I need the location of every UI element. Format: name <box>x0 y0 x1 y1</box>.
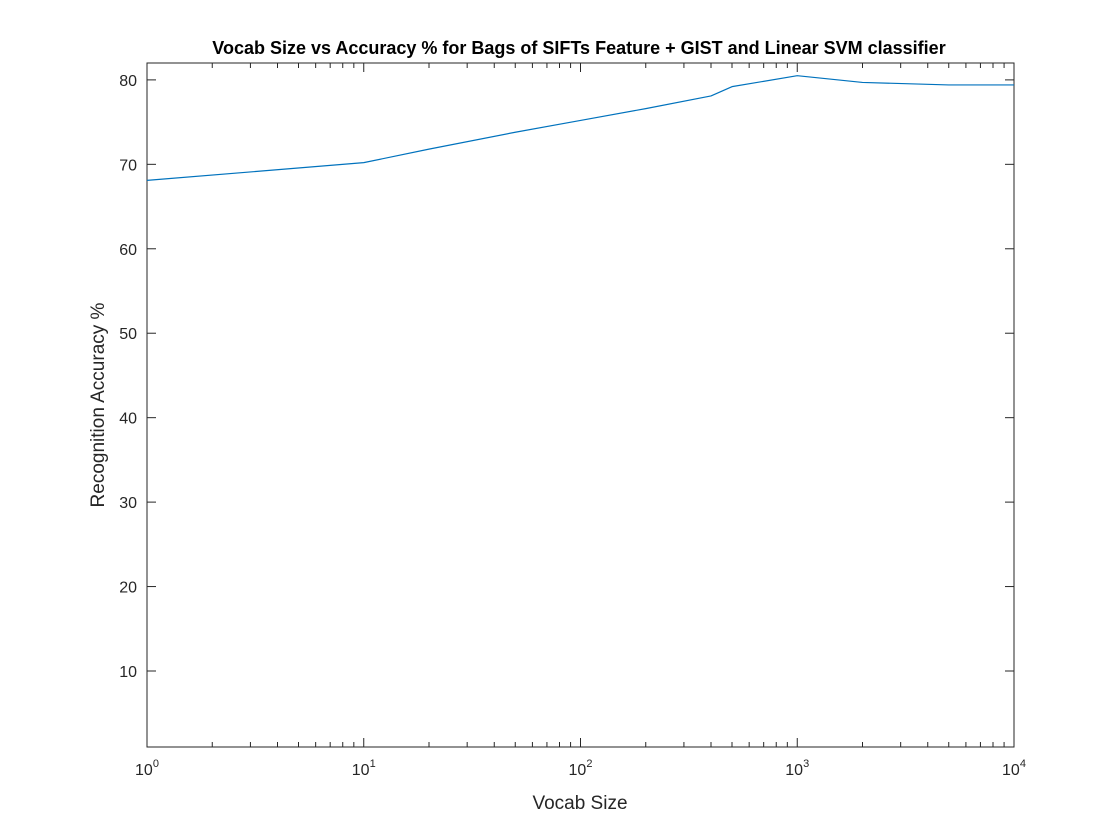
y-tick-label: 10 <box>119 664 137 681</box>
y-axis-label: Recognition Accuracy % <box>88 302 109 507</box>
series-layer <box>146 75 1014 181</box>
y-tick-label: 80 <box>119 73 137 90</box>
x-minor-ticks <box>211 63 1005 747</box>
y-tick-label: 60 <box>119 242 137 259</box>
chart-title: Vocab Size vs Accuracy % for Bags of SIF… <box>212 38 945 58</box>
x-axis-label: Vocab Size <box>532 793 627 814</box>
x-major-ticks: 100 101 102 103 104 <box>135 63 1026 779</box>
x-tick-label: 104 <box>1002 758 1026 779</box>
x-tick-label: 102 <box>569 758 593 779</box>
y-tick-label: 50 <box>119 326 137 343</box>
plot-area: 100 101 102 103 104 10 20 30 40 50 60 70 80 <box>119 62 1026 779</box>
axes-box <box>146 62 1015 748</box>
y-tick-label: 40 <box>119 411 137 428</box>
y-tick-label: 30 <box>119 495 137 512</box>
x-tick-label: 100 <box>135 758 159 779</box>
accuracy-series-line <box>146 75 1014 181</box>
y-tick-label: 20 <box>119 580 137 597</box>
x-tick-label: 103 <box>785 758 809 779</box>
y-tick-label: 70 <box>119 157 137 174</box>
x-tick-label: 101 <box>352 758 376 779</box>
y-ticks: 10 20 30 40 50 60 70 80 <box>119 73 1014 681</box>
